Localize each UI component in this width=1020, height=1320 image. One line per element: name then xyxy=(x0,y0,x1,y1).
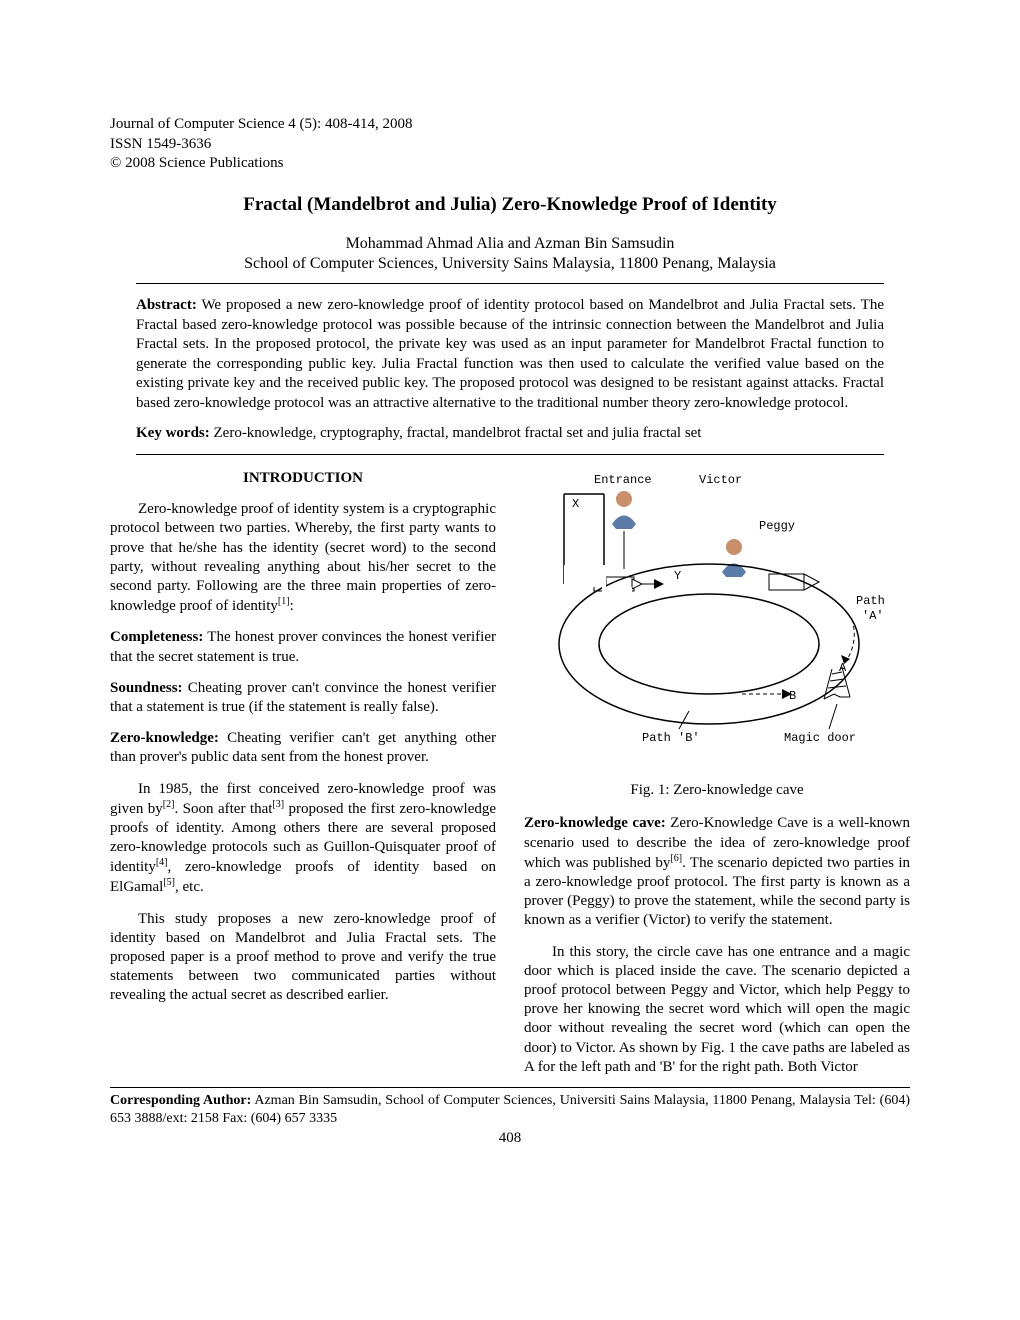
cave-label: Zero-knowledge cave: xyxy=(524,815,666,831)
label-y: Y xyxy=(674,569,681,583)
journal-line-1: Journal of Computer Science 4 (5): 408-4… xyxy=(110,115,910,135)
magic-door-line xyxy=(829,704,837,729)
zk-label: Zero-knowledge: xyxy=(110,730,219,746)
p2-ref1: [2] xyxy=(163,799,175,810)
intro-text: Zero-knowledge proof of identity system … xyxy=(110,501,496,614)
right-column: Entrance Victor Peggy X Y A B Path 'A' P… xyxy=(524,469,910,1077)
y-arrow-right-1 xyxy=(632,579,642,589)
soundness-label: Soundness: xyxy=(110,680,183,696)
p2b: . Soon after that xyxy=(174,801,272,817)
p2-ref4: [5] xyxy=(163,877,175,888)
arrow-right-box xyxy=(769,574,804,590)
p3: This study proposes a new zero-knowledge… xyxy=(110,911,496,1004)
cave-p2: In this story, the circle cave has one e… xyxy=(524,944,910,1075)
intro-ref: [1] xyxy=(278,596,290,607)
abstract: Abstract: We proposed a new zero-knowled… xyxy=(110,290,910,419)
journal-info: Journal of Computer Science 4 (5): 408-4… xyxy=(110,115,910,174)
completeness-paragraph: Completeness: The honest prover convince… xyxy=(110,628,496,666)
figure-1: Entrance Victor Peggy X Y A B Path 'A' P… xyxy=(524,469,910,800)
journal-line-2: ISSN 1549-3636 xyxy=(110,135,910,155)
p2-ref3: [4] xyxy=(156,857,168,868)
keywords-label: Key words: xyxy=(136,425,210,441)
cave-diagram: Entrance Victor Peggy X Y A B Path 'A' P… xyxy=(524,469,904,769)
left-column: INTRODUCTION Zero-knowledge proof of ide… xyxy=(110,469,496,1077)
keywords: Key words: Zero-knowledge, cryptography,… xyxy=(110,419,910,448)
label-peggy: Peggy xyxy=(759,519,795,533)
rule-top xyxy=(136,283,884,284)
two-column-body: INTRODUCTION Zero-knowledge proof of ide… xyxy=(110,469,910,1077)
p2e: , etc. xyxy=(175,879,204,895)
intro-paragraph: Zero-knowledge proof of identity system … xyxy=(110,500,496,616)
label-magic: Magic door xyxy=(784,731,856,745)
label-a: A xyxy=(839,661,847,675)
section-heading-introduction: INTRODUCTION xyxy=(110,469,496,488)
figure-1-caption: Fig. 1: Zero-knowledge cave xyxy=(524,781,910,800)
peggy-icon xyxy=(722,539,746,577)
y-arrow-right-2 xyxy=(654,579,664,589)
authors-block: Mohammad Ahmad Alia and Azman Bin Samsud… xyxy=(110,234,910,276)
cave-paragraph-1: Zero-knowledge cave: Zero-Knowledge Cave… xyxy=(524,814,910,930)
keywords-text: Zero-knowledge, cryptography, fractal, m… xyxy=(210,425,702,441)
footer-rule xyxy=(110,1087,910,1088)
author-names: Mohammad Ahmad Alia and Azman Bin Samsud… xyxy=(110,234,910,255)
victor-icon xyxy=(612,491,636,529)
p2-ref2: [3] xyxy=(272,799,284,810)
label-b: B xyxy=(789,689,796,703)
label-x: X xyxy=(572,497,579,511)
label-path-b: Path 'B' xyxy=(642,731,700,745)
rule-bottom xyxy=(136,454,884,455)
paper-title: Fractal (Mandelbrot and Julia) Zero-Know… xyxy=(110,194,910,216)
corresponding-author: Corresponding Author: Azman Bin Samsudin… xyxy=(110,1092,910,1128)
study-paragraph: This study proposes a new zero-knowledge… xyxy=(110,910,496,1006)
gap-mask-1 xyxy=(564,565,606,587)
completeness-label: Completeness: xyxy=(110,629,203,645)
path-b-line xyxy=(679,711,689,729)
corresponding-label: Corresponding Author: xyxy=(110,1093,251,1108)
abstract-label: Abstract: xyxy=(136,297,197,313)
label-victor: Victor xyxy=(699,473,742,487)
author-affiliation: School of Computer Sciences, University … xyxy=(110,254,910,275)
label-path-a-1: Path xyxy=(856,594,885,608)
gap-mask-2 xyxy=(602,587,632,603)
page-number: 408 xyxy=(110,1130,910,1147)
cave-paragraph-2: In this story, the circle cave has one e… xyxy=(524,943,910,1077)
label-path-a-2: 'A' xyxy=(862,609,884,623)
journal-line-3: © 2008 Science Publications xyxy=(110,154,910,174)
history-paragraph: In 1985, the first conceived zero-knowle… xyxy=(110,780,496,898)
abstract-text: We proposed a new zero-knowledge proof o… xyxy=(136,297,884,411)
intro-tail: : xyxy=(290,598,294,614)
label-entrance: Entrance xyxy=(594,473,652,487)
zk-paragraph: Zero-knowledge: Cheating verifier can't … xyxy=(110,729,496,767)
inner-oval xyxy=(599,594,819,694)
cave-ref: [6] xyxy=(670,853,682,864)
soundness-paragraph: Soundness: Cheating prover can't convinc… xyxy=(110,679,496,717)
